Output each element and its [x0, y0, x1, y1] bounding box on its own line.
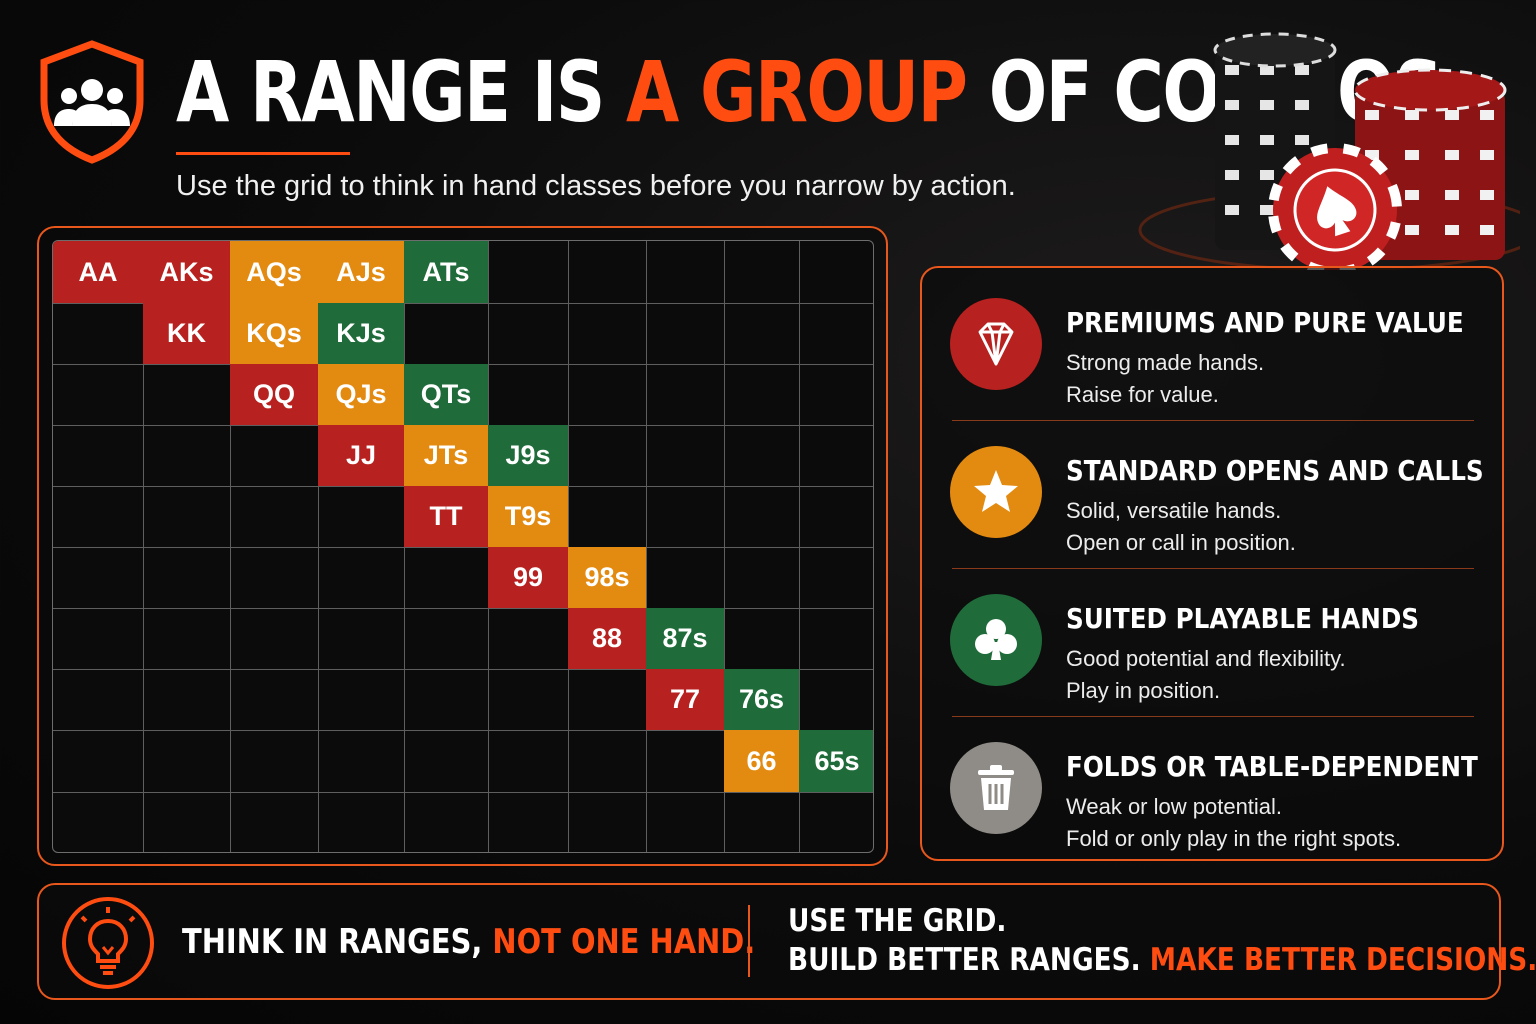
star-icon — [950, 446, 1042, 538]
shield-people-icon — [40, 40, 144, 164]
legend-description-line2: Fold or only play in the right spots. — [1066, 826, 1402, 851]
page-subtitle: Use the grid to think in hand classes be… — [176, 170, 1016, 202]
grid-line-vertical — [799, 241, 800, 852]
grid-line-horizontal — [53, 792, 873, 793]
hand-cell-qts[interactable]: QTs — [404, 364, 488, 425]
grid-line-vertical — [143, 241, 144, 852]
grid-line-horizontal — [53, 608, 873, 609]
footer-left-white: THINK IN RANGES, — [182, 922, 493, 962]
hand-cell-jts[interactable]: JTs — [404, 425, 488, 486]
hand-cell-t9s[interactable]: T9s — [488, 486, 568, 547]
footer-right-line1: USE THE GRID. — [788, 903, 1007, 939]
hand-cell-kqs[interactable]: KQs — [230, 303, 318, 364]
legend-title: SUITED PLAYABLE HANDS — [1066, 602, 1420, 635]
title-accent: A GROUP — [626, 43, 968, 141]
title-underline — [176, 152, 350, 155]
footer-banner — [37, 883, 1501, 1000]
hand-cell-66[interactable]: 66 — [724, 730, 799, 792]
legend-item: STANDARD OPENS AND CALLS Solid, versatile… — [922, 424, 1502, 571]
legend-description-line2: Play in position. — [1066, 678, 1221, 703]
hand-cell-76s[interactable]: 76s — [724, 669, 799, 730]
legend-separator — [952, 716, 1474, 717]
hand-cell-88[interactable]: 88 — [568, 608, 646, 669]
hand-cell-qjs[interactable]: QJs — [318, 364, 404, 425]
lightbulb-icon — [62, 897, 154, 989]
grid-line-vertical — [646, 241, 647, 852]
hand-cell-98s[interactable]: 98s — [568, 547, 646, 608]
footer-right-orange: MAKE BETTER DECISIONS. — [1149, 942, 1536, 978]
grid-line-vertical — [318, 241, 319, 852]
legend-description-line1: Solid, versatile hands. — [1066, 498, 1282, 523]
hand-cell-aa[interactable]: AA — [53, 241, 143, 303]
hand-cell-aks[interactable]: AKs — [143, 241, 230, 303]
trash-icon — [950, 742, 1042, 834]
grid-line-horizontal — [53, 547, 873, 548]
legend-description-line1: Strong made hands. — [1066, 350, 1265, 375]
club-icon — [950, 594, 1042, 686]
legend-separator — [952, 568, 1474, 569]
grid-line-horizontal — [53, 730, 873, 731]
legend-panel: PREMIUMS AND PURE VALUE Strong made hands… — [920, 266, 1504, 861]
footer-left-orange: NOT ONE HAND. — [492, 922, 756, 962]
hand-cell-65s[interactable]: 65s — [799, 730, 873, 792]
hand-cell-jj[interactable]: JJ — [318, 425, 404, 486]
hand-cell-kk[interactable]: KK — [143, 303, 230, 364]
hand-cell-qq[interactable]: QQ — [230, 364, 318, 425]
legend-item: SUITED PLAYABLE HANDS Good potential and … — [922, 572, 1502, 719]
legend-description-line1: Weak or low potential. — [1066, 794, 1283, 819]
footer-left-text: THINK IN RANGES, NOT ONE HAND. — [182, 922, 755, 962]
title-part1: A RANGE IS — [176, 43, 627, 141]
legend-title: STANDARD OPENS AND CALLS — [1066, 454, 1484, 487]
poker-chips-icon — [1138, 32, 1520, 270]
hand-cell-aqs[interactable]: AQs — [230, 241, 318, 303]
hand-cell-ats[interactable]: ATs — [404, 241, 488, 303]
legend-title: FOLDS OR TABLE-DEPENDENT — [1066, 750, 1478, 783]
grid-line-vertical — [724, 241, 725, 852]
legend-title: PREMIUMS AND PURE VALUE — [1066, 306, 1464, 339]
hand-cell-99[interactable]: 99 — [488, 547, 568, 608]
hand-cell-j9s[interactable]: J9s — [488, 425, 568, 486]
hand-cell-87s[interactable]: 87s — [646, 608, 724, 669]
footer-divider — [748, 905, 750, 977]
grid-line-vertical — [230, 241, 231, 852]
hand-cell-77[interactable]: 77 — [646, 669, 724, 730]
footer-right-white: BUILD BETTER RANGES. — [788, 942, 1150, 978]
hand-range-grid: AA AKs AQs AJs ATs KK KQs KJs QQ QJs QTs JJ JTs J9s TT… — [52, 240, 874, 853]
diamond-gem-icon — [950, 298, 1042, 390]
grid-line-horizontal — [53, 303, 873, 304]
legend-item: FOLDS OR TABLE-DEPENDENT Weak or low pote… — [922, 720, 1502, 867]
legend-description-line1: Good potential and flexibility. — [1066, 646, 1346, 671]
footer-right-line2: BUILD BETTER RANGES. MAKE BETTER DECISIO… — [788, 942, 1536, 978]
legend-separator — [952, 420, 1474, 421]
legend-description-line2: Raise for value. — [1066, 382, 1219, 407]
hand-cell-tt[interactable]: TT — [404, 486, 488, 547]
grid-line-horizontal — [53, 669, 873, 670]
legend-description-line2: Open or call in position. — [1066, 530, 1296, 555]
legend-item: PREMIUMS AND PURE VALUE Strong made hands… — [922, 276, 1502, 423]
hand-cell-kjs[interactable]: KJs — [318, 303, 404, 364]
hand-cell-ajs[interactable]: AJs — [318, 241, 404, 303]
grid-line-vertical — [568, 241, 569, 852]
